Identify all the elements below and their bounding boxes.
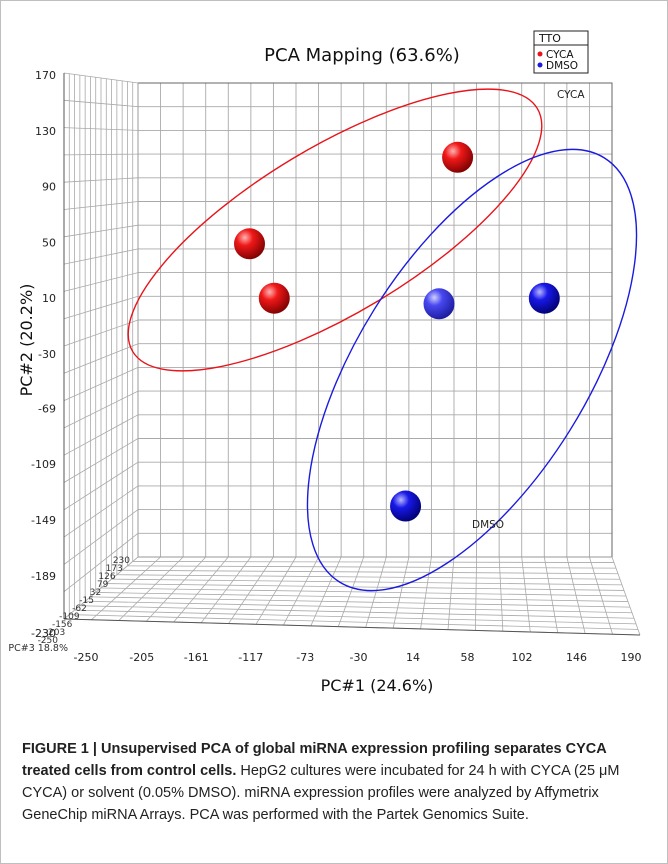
dmso-data-point xyxy=(390,490,422,522)
left-grid-hline xyxy=(63,295,139,320)
dmso-confidence-ellipse xyxy=(306,148,638,592)
back-wall-grid xyxy=(137,82,613,558)
floor-grid-width-line xyxy=(127,565,617,569)
caption-label: FIGURE 1 | Unsupervised PCA of global mi… xyxy=(22,741,607,779)
left-grid-hline xyxy=(63,248,139,265)
floor-grid-width-line xyxy=(90,596,631,608)
legend-cyca-label: CYCA xyxy=(546,49,574,61)
left-grid-hline xyxy=(63,414,139,456)
left-grid-hline xyxy=(63,99,139,108)
legend: TTO CYCA DMSO xyxy=(533,30,589,74)
left-grid-hline xyxy=(63,485,139,538)
x-tick-label: 58 xyxy=(461,651,475,664)
floor-grid-width-line xyxy=(69,614,639,630)
left-grid-hline xyxy=(63,272,139,292)
left-grid-hline xyxy=(63,72,139,84)
floor-grid-width-line xyxy=(132,561,615,563)
legend-cyca-marker xyxy=(537,51,543,57)
left-grid-hline xyxy=(63,319,139,347)
dmso-data-point xyxy=(528,282,560,314)
x-tick-label: 146 xyxy=(566,651,587,664)
group-ellipses: CYCA DMSO xyxy=(127,88,638,592)
z-tick-label: -203 xyxy=(45,628,65,638)
left-grid-hline xyxy=(63,390,139,429)
x-tick-label: -73 xyxy=(296,651,314,664)
x-tick-label: -117 xyxy=(238,651,263,664)
floor-grid-width-line xyxy=(122,569,619,575)
left-grid-hline xyxy=(63,177,139,183)
y-tick-label: -149 xyxy=(31,514,56,527)
legend-title: TTO xyxy=(538,32,561,45)
x-tick-label: 190 xyxy=(621,651,642,664)
x-tick-label: 14 xyxy=(406,651,420,664)
dmso-ellipse-label: DMSO xyxy=(472,519,504,531)
x-tick-label: -205 xyxy=(129,651,154,664)
legend-dmso-marker xyxy=(537,62,543,68)
y-tick-label: 50 xyxy=(42,236,56,249)
left-wall-grid xyxy=(63,72,139,620)
z-tick-label: 79 xyxy=(97,580,109,590)
left-grid-hline xyxy=(63,343,139,374)
left-grid-hline xyxy=(63,532,139,593)
y-tick-label: -230 xyxy=(31,627,56,640)
y-axis-ticks: 170 130 90 50 10 -30 -69 -109 -149 -189 -230 xyxy=(31,69,56,640)
y-tick-label: 90 xyxy=(42,181,56,194)
dmso-data-point xyxy=(423,288,455,320)
left-grid-hline xyxy=(63,438,139,483)
floor-grid-width-line xyxy=(74,609,637,625)
chart-title: PCA Mapping (63.6%) xyxy=(264,45,460,66)
z-tick-label: -109 xyxy=(59,612,80,622)
x-axis-label: PC#1 (24.6%) xyxy=(321,676,434,695)
y-axis-label: PC#2 (20.2%) xyxy=(17,284,36,397)
cyca-data-point xyxy=(234,228,265,260)
z-tick-label: -250 xyxy=(38,636,59,646)
left-grid-hline xyxy=(63,201,139,210)
floor-grid-width-line xyxy=(106,583,625,591)
z-tick-label: 126 xyxy=(98,572,115,582)
figure-caption: FIGURE 1 | Unsupervised PCA of global mi… xyxy=(22,738,652,826)
floor-grid-width-line xyxy=(95,592,629,602)
legend-dmso-label: DMSO xyxy=(546,60,578,72)
data-points xyxy=(234,141,560,522)
floor-grid-width-line xyxy=(111,578,623,586)
left-grid-hline xyxy=(63,367,139,401)
z-tick-label: -62 xyxy=(72,604,87,614)
x-tick-label: -30 xyxy=(350,651,368,664)
cyca-data-point xyxy=(442,141,474,173)
z-tick-label: 32 xyxy=(90,588,101,598)
z-tick-label: 230 xyxy=(113,556,130,566)
left-grid-hline xyxy=(63,509,139,565)
x-tick-label: -250 xyxy=(74,651,99,664)
y-tick-label: -69 xyxy=(38,402,56,415)
floor-grid-width-line xyxy=(79,605,635,619)
y-tick-label: 130 xyxy=(35,125,56,138)
x-axis-ticks: -250 -205 -161 -117 -73 -30 14 58 102 146 190 xyxy=(74,651,642,664)
y-tick-label: -189 xyxy=(31,570,56,583)
left-grid-hline xyxy=(63,127,139,131)
y-tick-label: -30 xyxy=(38,348,56,361)
left-grid-hline xyxy=(63,224,139,238)
x-tick-label: -161 xyxy=(184,651,209,664)
cyca-data-point xyxy=(258,282,290,314)
floor-grid-width-line xyxy=(116,574,621,580)
z-tick-label: 173 xyxy=(106,564,123,574)
x-tick-label: 102 xyxy=(512,651,533,664)
z-tick-label: -156 xyxy=(52,620,73,630)
y-tick-label: 10 xyxy=(42,292,56,305)
cyca-confidence-ellipse xyxy=(127,88,543,372)
z-tick-label: -15 xyxy=(79,596,94,606)
y-tick-label: -109 xyxy=(31,458,56,471)
floor-grid xyxy=(63,556,641,636)
floor-grid-width-line xyxy=(100,587,627,597)
x-axis-line xyxy=(63,618,641,636)
left-grid-hline xyxy=(63,153,139,156)
left-grid-hline xyxy=(63,461,139,511)
z-axis-label: PC#3 18.8% xyxy=(8,643,68,654)
y-tick-label: 170 xyxy=(35,69,56,82)
cyca-ellipse-label: CYCA xyxy=(557,89,585,101)
floor-grid-width-line xyxy=(85,600,633,614)
caption-text: HepG2 cultures were incubated for 24 h w… xyxy=(22,763,620,823)
